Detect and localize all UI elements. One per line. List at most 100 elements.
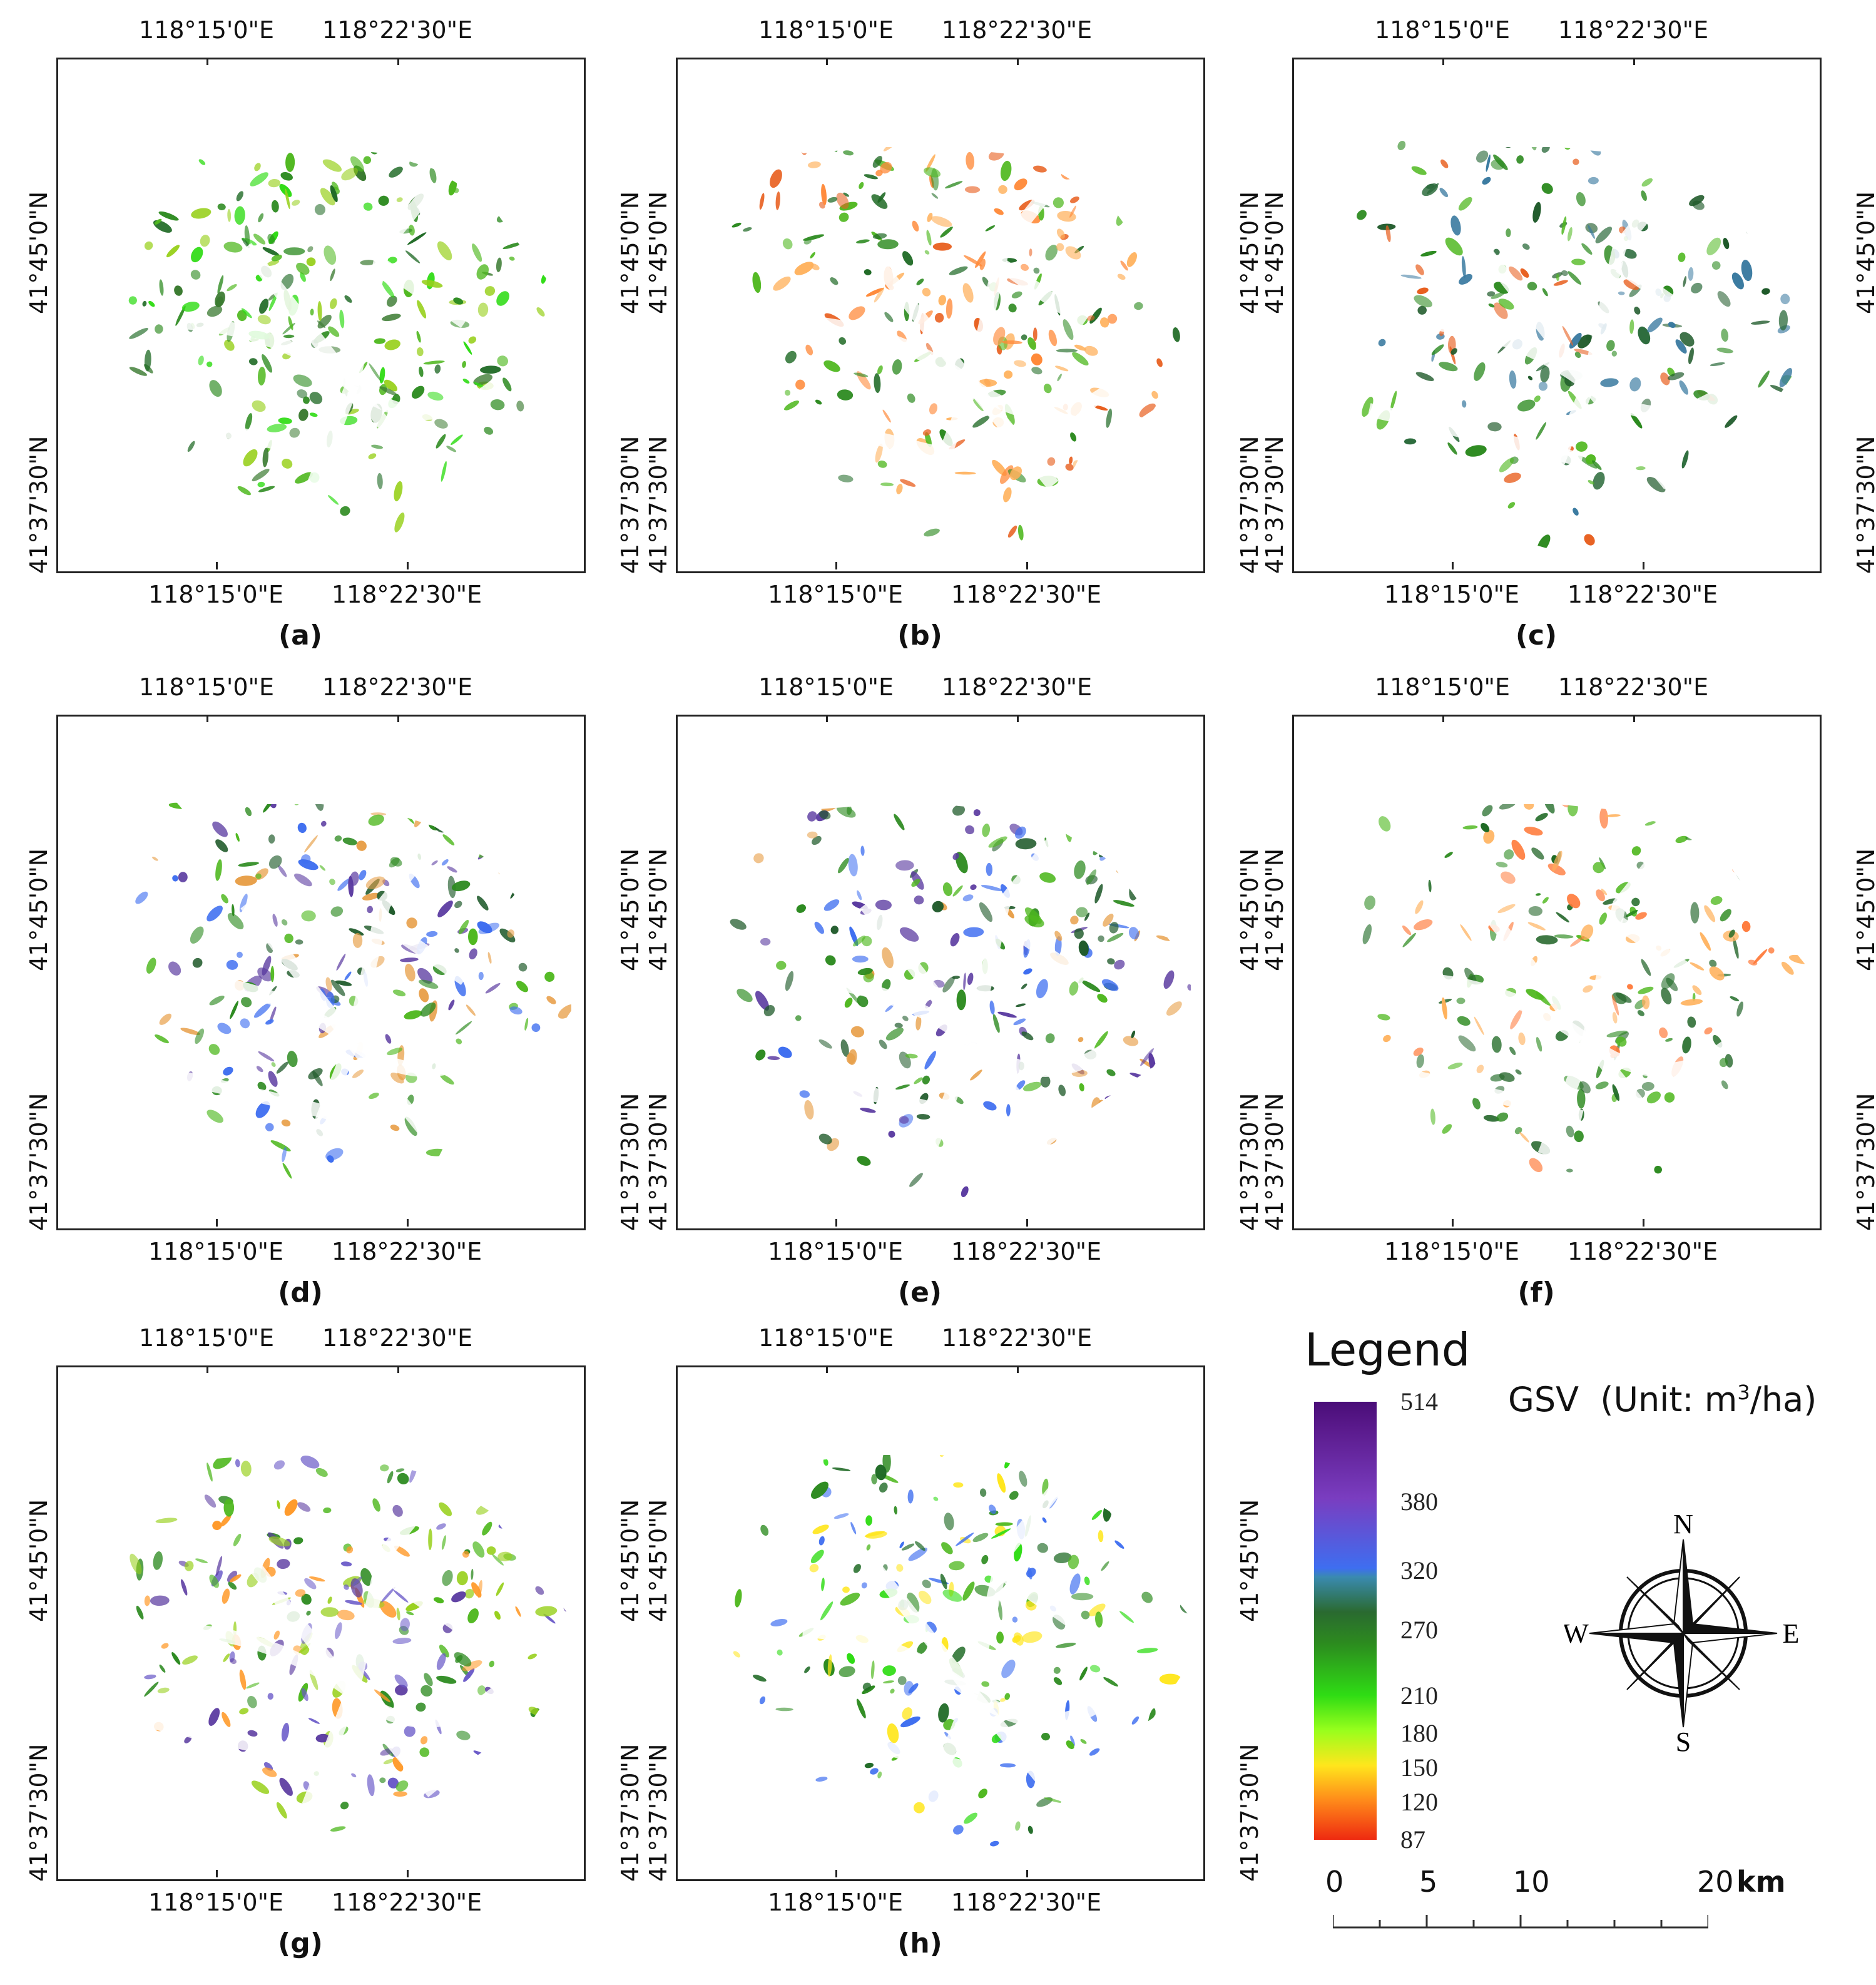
longitude-label: 118°22'30"E xyxy=(951,1238,1102,1265)
latitude-label: 41°45'0"N xyxy=(1236,1499,1263,1622)
axis-tick xyxy=(397,1365,399,1373)
latitude-label: 41°37'30"N xyxy=(1261,1093,1288,1231)
legend-title: Legend xyxy=(1305,1324,1471,1376)
scale-unit: km xyxy=(1736,1865,1786,1899)
longitude-label: 118°15'0"E xyxy=(758,1324,894,1352)
color-ramp-label: 320 xyxy=(1400,1556,1438,1584)
latitude-label: 41°45'0"N xyxy=(25,848,53,971)
axis-tick xyxy=(1017,1365,1019,1373)
longitude-label: 118°15'0"E xyxy=(1375,16,1510,44)
axis-tick xyxy=(1643,562,1644,569)
longitude-label: 118°15'0"E xyxy=(758,16,894,44)
latitude-label: 41°37'30"N xyxy=(1236,1743,1263,1882)
color-ramp-label: 150 xyxy=(1400,1753,1438,1782)
longitude-label: 118°15'0"E xyxy=(768,581,903,608)
latitude-label: 41°37'30"N xyxy=(25,436,53,574)
compass-s: S xyxy=(1676,1727,1691,1752)
longitude-label: 118°15'0"E xyxy=(758,673,894,701)
longitude-label: 118°15'0"E xyxy=(139,16,274,44)
color-ramp-label: 210 xyxy=(1400,1681,1438,1710)
axis-tick xyxy=(1026,1870,1028,1877)
panel-label: (b) xyxy=(897,620,942,651)
longitude-label: 118°15'0"E xyxy=(768,1238,903,1265)
gsv-raster-map xyxy=(732,67,1191,541)
compass-n: N xyxy=(1673,1514,1693,1539)
longitude-label: 118°15'0"E xyxy=(139,673,274,701)
map-frame xyxy=(56,58,586,573)
longitude-label: 118°22'30"E xyxy=(322,673,473,701)
longitude-label: 118°15'0"E xyxy=(768,1889,903,1916)
longitude-label: 118°22'30"E xyxy=(951,1889,1102,1916)
panel-label: (c) xyxy=(1515,620,1557,651)
latitude-label: 41°45'0"N xyxy=(1852,848,1876,971)
longitude-label: 118°15'0"E xyxy=(148,1238,283,1265)
north-arrow-compass-icon: N S W E xyxy=(1564,1514,1799,1752)
map-panel-d: 118°15'0"E 118°22'30"E 118°15'0"E 118°22'30… xyxy=(0,657,644,1309)
longitude-label: 118°15'0"E xyxy=(1384,581,1519,608)
longitude-label: 118°22'30"E xyxy=(941,673,1093,701)
axis-tick xyxy=(1633,715,1635,722)
axis-tick xyxy=(1442,715,1444,722)
latitude-label: 41°45'0"N xyxy=(25,1499,53,1622)
unit-suffix: /ha) xyxy=(1750,1380,1817,1419)
axis-tick xyxy=(826,58,828,65)
axis-tick xyxy=(1026,562,1028,569)
map-frame xyxy=(676,58,1205,573)
longitude-label: 118°22'30"E xyxy=(1557,673,1709,701)
panel-label: (e) xyxy=(897,1277,942,1309)
axis-tick xyxy=(407,1870,409,1877)
longitude-label: 118°22'30"E xyxy=(951,581,1102,608)
axis-tick xyxy=(397,58,399,65)
axis-tick xyxy=(206,1365,208,1373)
panel-label: (d) xyxy=(278,1277,323,1309)
axis-tick xyxy=(835,562,837,569)
map-panel-h: 118°15'0"E 118°22'30"E 118°15'0"E 118°22'30… xyxy=(619,1308,1263,1959)
latitude-label: 41°37'30"N xyxy=(645,1743,672,1882)
panel-label: (a) xyxy=(278,620,322,651)
scale-tick-label: 20 xyxy=(1697,1865,1734,1899)
scale-tick-label: 0 xyxy=(1325,1865,1344,1899)
longitude-label: 118°15'0"E xyxy=(148,1889,283,1916)
axis-tick xyxy=(206,715,208,722)
longitude-label: 118°22'30"E xyxy=(331,581,482,608)
latitude-label: 41°37'30"N xyxy=(25,1093,53,1231)
map-frame xyxy=(56,1365,586,1881)
axis-tick xyxy=(216,1219,218,1227)
color-ramp-label: 180 xyxy=(1400,1719,1438,1747)
gsv-raster-map xyxy=(733,1373,1191,1847)
latitude-label: 41°45'0"N xyxy=(645,191,672,314)
map-frame xyxy=(676,715,1205,1230)
panel-label: (f) xyxy=(1517,1277,1555,1309)
longitude-label: 118°22'30"E xyxy=(941,16,1093,44)
latitude-label: 41°37'30"N xyxy=(645,436,672,574)
axis-tick xyxy=(835,1219,837,1227)
longitude-label: 118°22'30"E xyxy=(331,1238,482,1265)
map-frame xyxy=(1292,715,1822,1230)
latitude-label: 41°37'30"N xyxy=(1852,436,1876,574)
axis-tick xyxy=(1442,58,1444,65)
map-panel-a: 118°15'0"E 118°22'30"E 118°15'0"E 118°22'30… xyxy=(0,0,644,651)
longitude-label: 118°22'30"E xyxy=(941,1324,1093,1352)
latitude-label: 41°45'0"N xyxy=(1261,191,1288,314)
gsv-raster-map xyxy=(131,725,571,1179)
axis-tick xyxy=(407,562,409,569)
longitude-label: 118°22'30"E xyxy=(1567,581,1718,608)
gsv-raster-map xyxy=(130,1377,570,1832)
compass-w: W xyxy=(1564,1618,1589,1649)
scale-tick-label: 10 xyxy=(1513,1865,1550,1899)
color-ramp-label: 270 xyxy=(1400,1616,1438,1644)
axis-tick xyxy=(826,1365,828,1373)
panel-label: (h) xyxy=(897,1927,942,1959)
gsv-variable: GSV xyxy=(1508,1380,1579,1419)
map-frame xyxy=(1292,58,1822,573)
gsv-unit-label: GSV (Unit: m3/ha) xyxy=(1508,1380,1817,1419)
gsv-raster-map xyxy=(1362,727,1807,1174)
color-ramp-label: 514 xyxy=(1400,1387,1438,1416)
unit-prefix: (Unit: m xyxy=(1600,1380,1738,1419)
map-frame xyxy=(56,715,586,1230)
axis-tick xyxy=(1017,58,1019,65)
longitude-label: 118°15'0"E xyxy=(1375,673,1510,701)
map-panel-e: 118°15'0"E 118°22'30"E 118°15'0"E 118°22'30… xyxy=(619,657,1263,1309)
longitude-label: 118°22'30"E xyxy=(331,1889,482,1916)
latitude-label: 41°37'30"N xyxy=(645,1093,672,1231)
